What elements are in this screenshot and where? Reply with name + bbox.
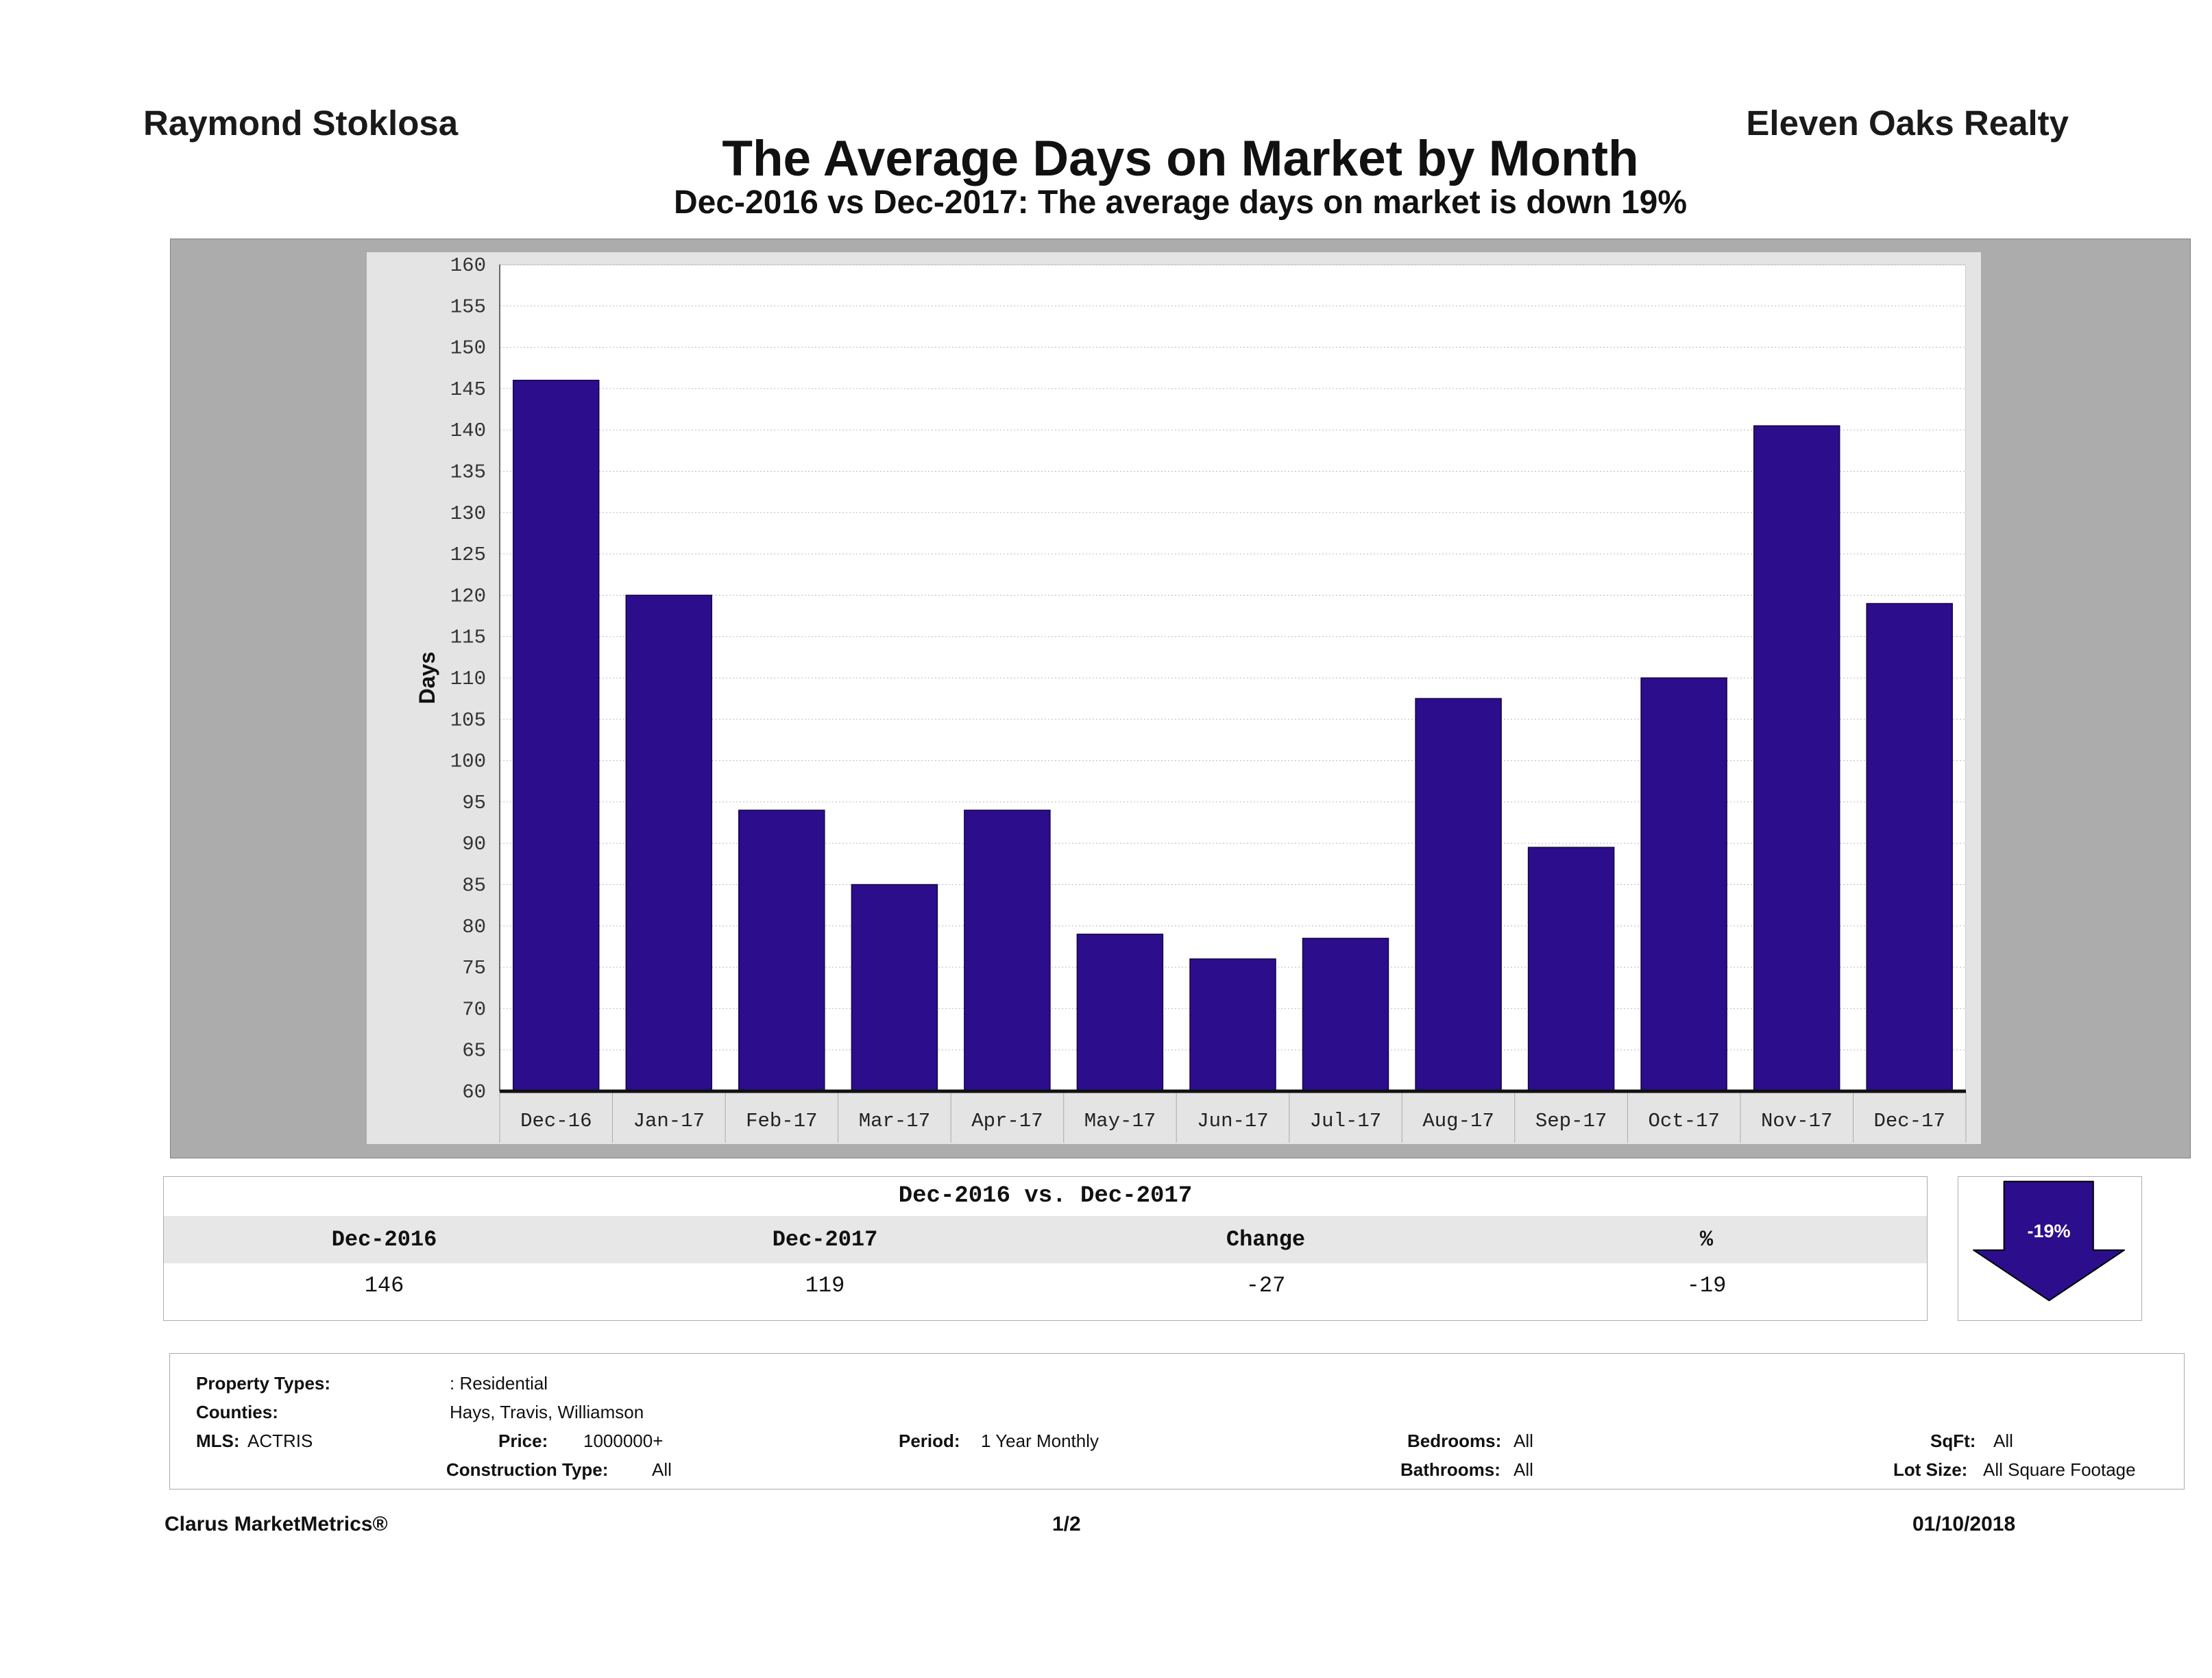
svg-text:Dec-16: Dec-16 bbox=[520, 1110, 592, 1132]
svg-text:Nov-17: Nov-17 bbox=[1761, 1110, 1832, 1132]
svg-text:60: 60 bbox=[462, 1081, 486, 1104]
svg-text:110: 110 bbox=[450, 668, 486, 690]
svg-text:65: 65 bbox=[462, 1040, 486, 1062]
svg-text:Jan-17: Jan-17 bbox=[633, 1110, 705, 1132]
svg-text:85: 85 bbox=[462, 875, 486, 897]
svg-text:135: 135 bbox=[450, 461, 486, 484]
svg-text:Feb-17: Feb-17 bbox=[746, 1110, 817, 1132]
svg-text:80: 80 bbox=[462, 916, 486, 938]
svg-text:145: 145 bbox=[450, 378, 486, 401]
svg-text:120: 120 bbox=[450, 585, 486, 607]
svg-text:90: 90 bbox=[462, 833, 486, 855]
svg-text:125: 125 bbox=[450, 544, 486, 566]
svg-text:Jun-17: Jun-17 bbox=[1197, 1110, 1268, 1132]
svg-text:Days: Days bbox=[415, 652, 439, 705]
svg-text:Sep-17: Sep-17 bbox=[1535, 1110, 1607, 1132]
svg-text:75: 75 bbox=[462, 957, 486, 980]
svg-text:Dec-17: Dec-17 bbox=[1873, 1110, 1945, 1132]
svg-text:-19%: -19% bbox=[2027, 1221, 2070, 1241]
svg-text:100: 100 bbox=[450, 751, 486, 773]
svg-text:115: 115 bbox=[450, 627, 486, 649]
svg-text:105: 105 bbox=[450, 709, 486, 731]
svg-text:150: 150 bbox=[450, 337, 486, 360]
svg-text:140: 140 bbox=[450, 420, 486, 442]
svg-text:155: 155 bbox=[450, 295, 486, 318]
svg-text:May-17: May-17 bbox=[1084, 1110, 1156, 1132]
svg-text:160: 160 bbox=[450, 254, 486, 277]
svg-text:Apr-17: Apr-17 bbox=[971, 1110, 1043, 1132]
svg-text:95: 95 bbox=[462, 792, 486, 814]
svg-text:70: 70 bbox=[462, 998, 486, 1021]
svg-text:Mar-17: Mar-17 bbox=[859, 1110, 930, 1132]
svg-text:130: 130 bbox=[450, 502, 486, 525]
svg-text:Oct-17: Oct-17 bbox=[1648, 1110, 1719, 1132]
svg-text:Jul-17: Jul-17 bbox=[1310, 1110, 1381, 1132]
svg-text:Aug-17: Aug-17 bbox=[1422, 1110, 1494, 1132]
